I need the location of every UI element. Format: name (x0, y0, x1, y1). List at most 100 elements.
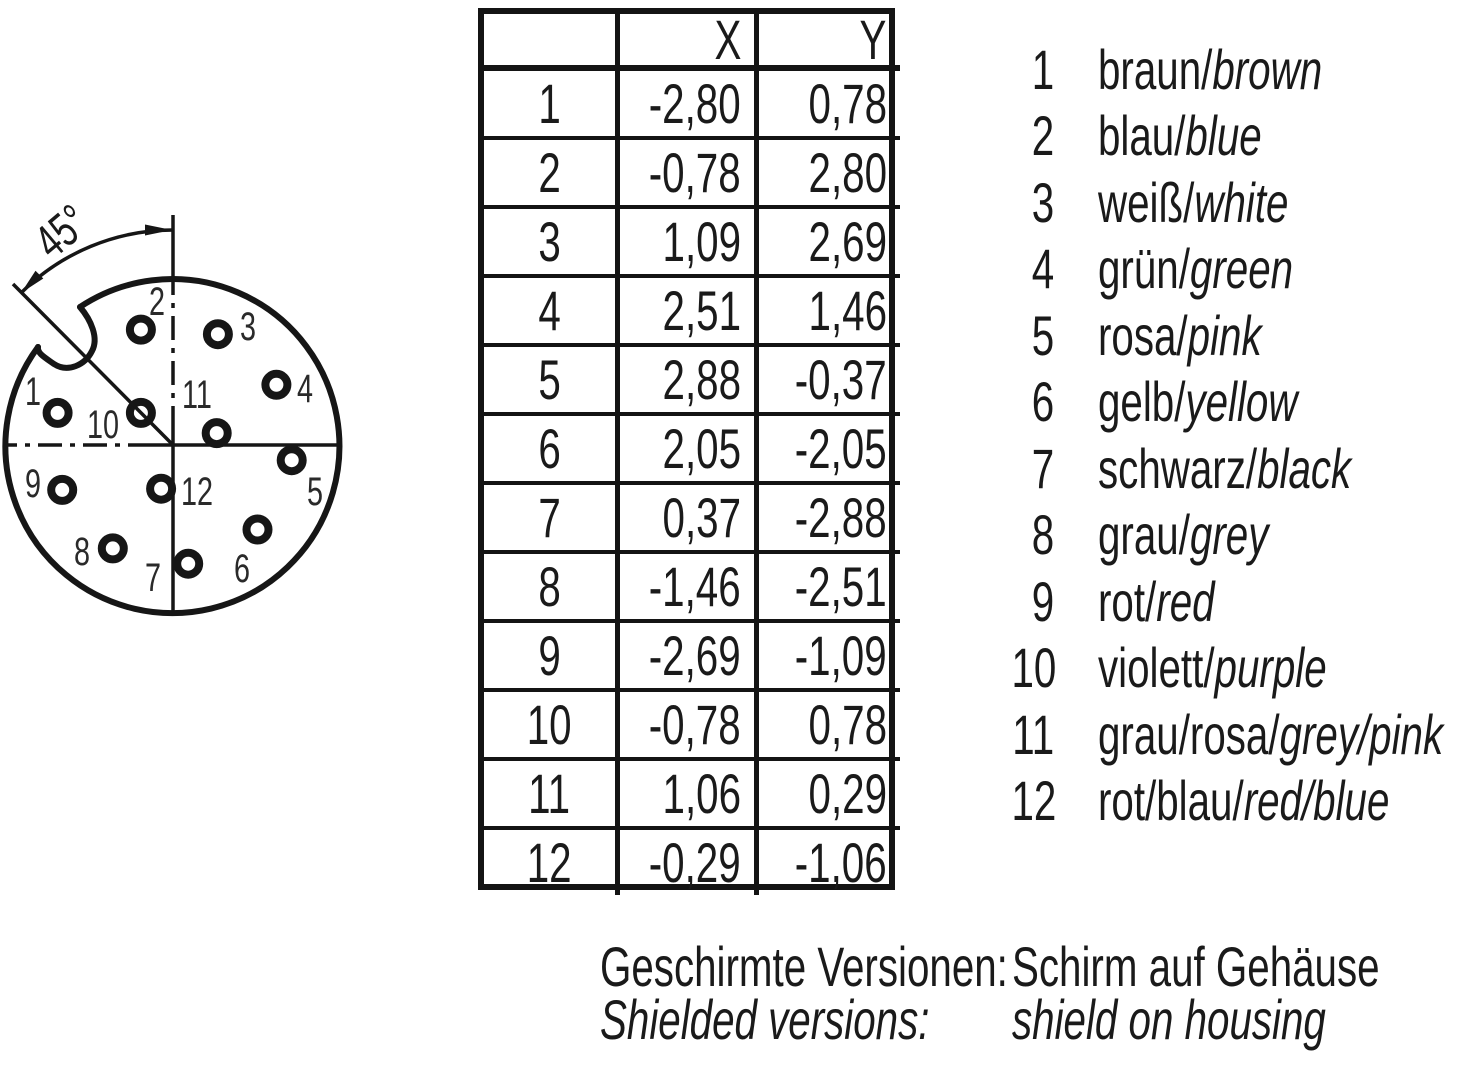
color-name-en: black (1257, 436, 1352, 500)
table-pin-cell-12: 12 (484, 830, 620, 895)
table-x-cell-2-label: -0,78 (649, 141, 741, 204)
legend-item-number: 10 (1011, 636, 1057, 700)
legend-item-11: 11 grau/rosa/grey/pink (994, 701, 1478, 768)
legend-item-4: 4 grün/green (994, 236, 1478, 303)
table-y-cell-9: -1,09 (759, 623, 900, 692)
color-name-de: weiß (1098, 170, 1184, 234)
table-pin-cell-8: 8 (484, 554, 620, 623)
legend-item-number: 8 (1031, 503, 1054, 567)
pin-label-4: 4 (297, 366, 313, 411)
table-y-cell-12-label: -1,06 (794, 831, 887, 894)
table-pin-cell-1: 1 (484, 71, 620, 140)
table-y-cell-6-label: -2,05 (794, 417, 887, 480)
legend-item-number: 2 (1031, 104, 1054, 168)
table-y-cell-3: 2,69 (759, 209, 900, 278)
legend-item-5: 5 rosa/pink (994, 302, 1478, 369)
table-y-cell-12: -1,06 (759, 830, 900, 895)
legend-item-number: 6 (1031, 370, 1054, 434)
color-separator: / (1245, 436, 1258, 500)
pin-label-11: 11 (182, 372, 212, 417)
table-y-cell-1: 0,78 (759, 71, 900, 140)
table-y-cell-7: -2,88 (759, 485, 900, 554)
pin-label-2: 2 (149, 279, 165, 324)
table-x-cell-10: -0,78 (620, 692, 759, 761)
pin-hole-4 (261, 369, 292, 400)
table-x-cell-1-label: -2,80 (649, 72, 741, 135)
table-y-cell-11-label: 0,29 (808, 762, 887, 825)
color-name-en: blue (1185, 104, 1262, 168)
table-pin-cell-6-label: 6 (538, 417, 561, 480)
color-separator: / (1145, 569, 1157, 633)
table-x-cell-7-label: 0,37 (662, 486, 741, 549)
color-name-en: red/blue (1243, 769, 1390, 833)
legend-item-colors: rot/blau/red/blue (1098, 768, 1478, 833)
table-pin-cell-8-label: 8 (538, 555, 561, 618)
pin-hole-3 (202, 319, 233, 350)
table-y-cell-2: 2,80 (759, 140, 900, 209)
table-y-cell-1-label: 0,78 (808, 72, 887, 135)
table-x-cell-11: 1,06 (620, 761, 759, 830)
angle-label: 45° (24, 194, 99, 269)
table-pin-cell-9: 9 (484, 623, 620, 692)
table-y-cell-9-label: -1,09 (794, 624, 887, 687)
color-name-de: braun (1098, 37, 1202, 101)
shielding-note-label-en: Shielded versions: (600, 988, 930, 1051)
legend-item-colors: grau/grey (1098, 502, 1335, 567)
table-x-cell-11-label: 1,06 (662, 762, 741, 825)
connector-outline (2, 276, 343, 617)
table-x-cell-6-label: 2,05 (662, 417, 741, 480)
table-pin-cell-10: 10 (484, 692, 620, 761)
legend-item-1: 1 braun/brown (994, 36, 1478, 103)
table-x-cell-5: 2,88 (620, 347, 759, 416)
table-header-x-label: X (714, 8, 741, 71)
table-pin-cell-9-label: 9 (538, 624, 561, 687)
color-name-en: purple (1214, 636, 1327, 700)
legend-item-2: 2 blau/blue (994, 103, 1478, 170)
pin-hole-8 (97, 533, 128, 564)
table-x-cell-1: -2,80 (620, 71, 759, 140)
table-pin-cell-12-label: 12 (527, 831, 572, 894)
pin-label-12: 12 (181, 469, 213, 514)
legend-item-number: 1 (1031, 37, 1054, 101)
table-pin-cell-2-label: 2 (538, 141, 561, 204)
legend-item-12: 12 rot/blau/red/blue (994, 768, 1478, 835)
shielding-note: Geschirmte Versionen: Schirm auf Gehäuse… (600, 935, 1478, 1051)
table-pin-cell-6: 6 (484, 416, 620, 485)
table-header-y: Y (759, 8, 900, 71)
pin-hole-6 (242, 514, 273, 545)
table-pin-cell-11-label: 11 (528, 762, 571, 825)
table-header-x: X (620, 8, 759, 71)
table-y-cell-11: 0,29 (759, 761, 900, 830)
color-name-en: red (1156, 569, 1215, 633)
pin-label-6: 6 (234, 546, 250, 591)
legend-item-number: 5 (1031, 303, 1054, 367)
legend-item-colors: rosa/pink (1098, 303, 1325, 368)
pin-label-5: 5 (307, 469, 323, 514)
color-separator: / (1232, 769, 1244, 833)
legend-item-colors: rot/red (1098, 569, 1260, 634)
table-x-cell-6: 2,05 (620, 416, 759, 485)
table-x-cell-2: -0,78 (620, 140, 759, 209)
color-name-de: grau/rosa (1098, 702, 1269, 766)
table-x-cell-9-label: -2,69 (649, 624, 741, 687)
table-corner-cell (484, 14, 620, 71)
color-separator: / (1201, 37, 1213, 101)
table-y-cell-7-label: -2,88 (794, 486, 887, 549)
legend-item-colors: violett/purple (1098, 635, 1416, 700)
legend-item-number: 9 (1031, 569, 1054, 633)
table-pin-cell-5: 5 (484, 347, 620, 416)
table-x-cell-4: 2,51 (620, 278, 759, 347)
table-x-cell-8-label: -1,46 (649, 555, 741, 618)
color-separator: / (1178, 503, 1190, 567)
keyway-angle-line (11, 282, 175, 447)
legend-item-colors: braun/brown (1098, 37, 1409, 102)
pin-hole-11 (201, 418, 232, 449)
table-pin-cell-4-label: 4 (538, 279, 561, 342)
shielding-note-value-de: Schirm auf Gehäuse (1012, 935, 1380, 998)
table-y-cell-10: 0,78 (759, 692, 900, 761)
pin-hole-5 (276, 445, 307, 476)
table-pin-cell-10-label: 10 (527, 693, 572, 756)
table-x-cell-9: -2,69 (620, 623, 759, 692)
pin-hole-9 (47, 474, 78, 505)
